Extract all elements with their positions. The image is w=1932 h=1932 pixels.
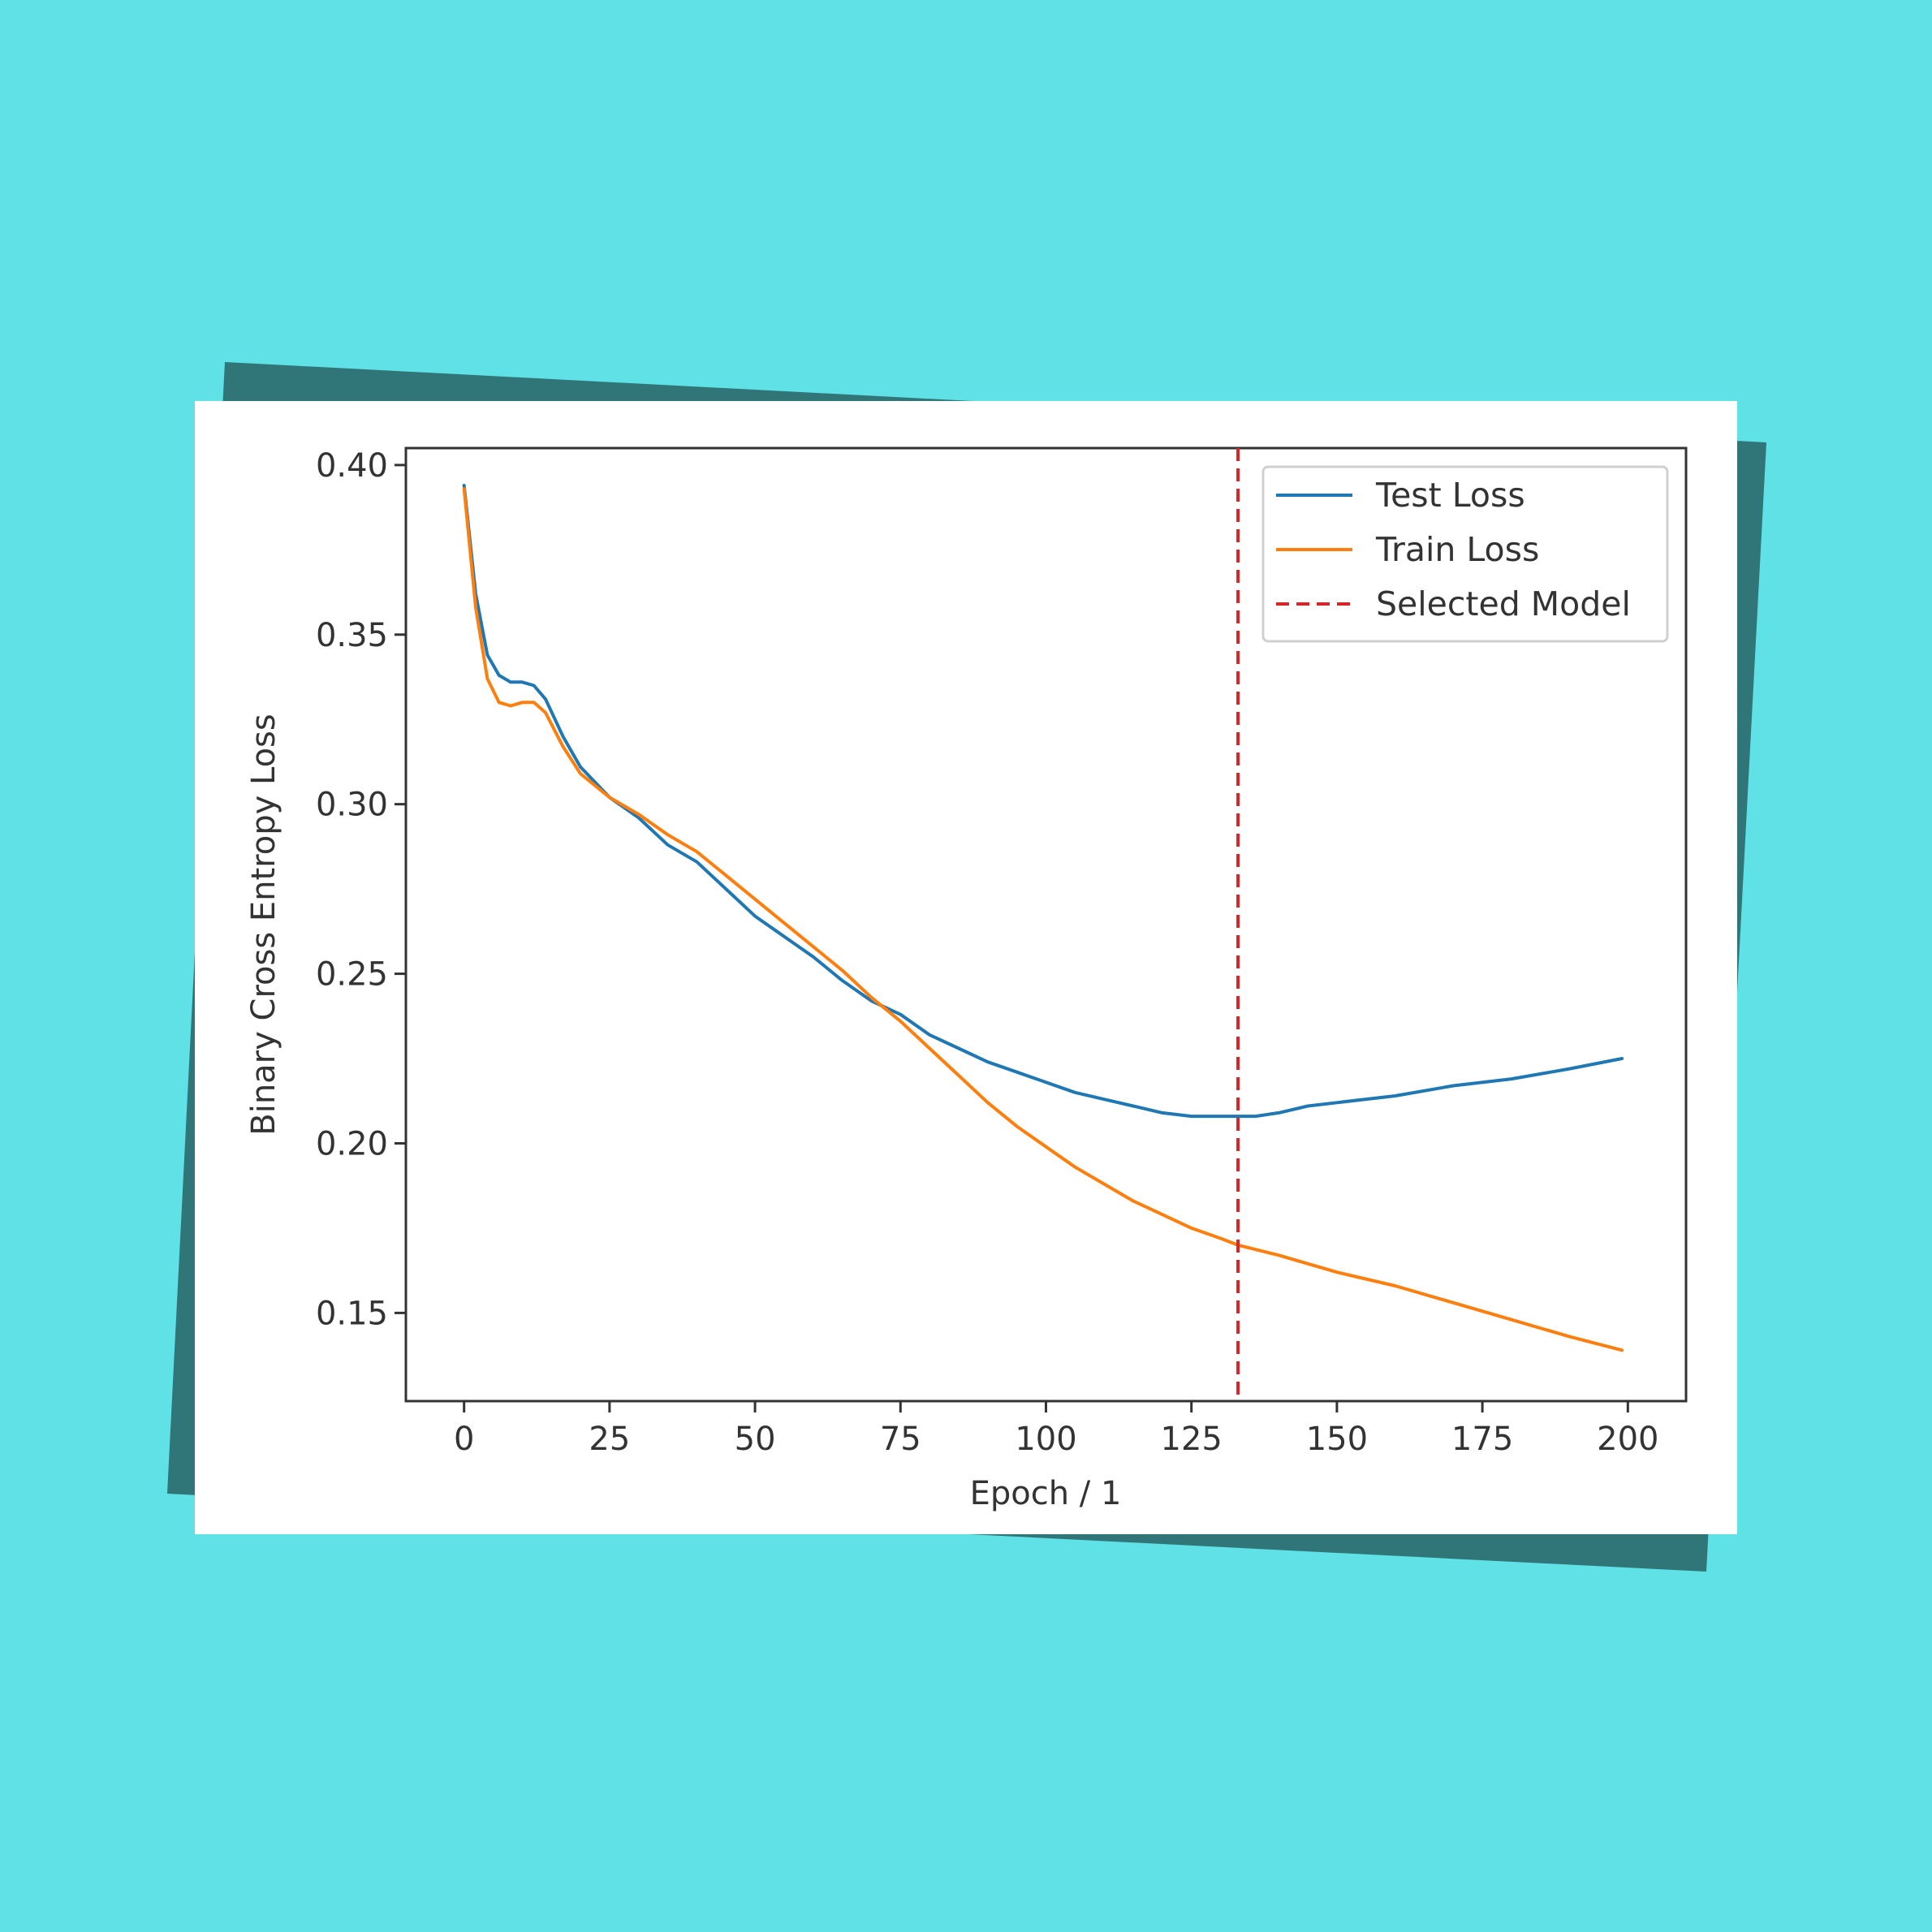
x-tick-label: 200 (1597, 1421, 1658, 1458)
y-axis: 0.15 0.20 0.25 0.30 0.35 0.40 (316, 447, 406, 1332)
legend-label-test-loss: Test Loss (1375, 476, 1525, 515)
series-line-test-loss (462, 484, 1624, 1119)
loss-chart: 0 25 50 75 100 125 150 175 200 0.150.200.250.300… (245, 446, 1688, 1512)
y-tick-label: 0.30 (316, 787, 388, 824)
x-tick-label: 150 (1306, 1421, 1368, 1458)
y-tick-label: 0.20 (316, 1125, 388, 1162)
x-tick-label: 25 (589, 1421, 630, 1458)
chart-card: 0 25 50 75 100 125 150 175 200 0.15 0.20 0.25 0.30 0… (195, 401, 1737, 1534)
x-tick-label: 50 (735, 1421, 776, 1458)
x-axis: 0 25 50 75 100 125 150 175 200 (454, 1401, 1658, 1458)
x-tick-label: 175 (1451, 1421, 1513, 1458)
x-tick-label: 125 (1161, 1421, 1223, 1458)
legend-label-train-loss: Train Loss (1375, 530, 1539, 569)
series-line-train-loss (462, 487, 1624, 1352)
x-tick-label: 0 (454, 1421, 474, 1458)
y-tick-label: 0.15 (316, 1295, 388, 1332)
x-tick-label: 100 (1015, 1421, 1076, 1458)
legend-box (1261, 465, 1669, 643)
y-tick-label: 0.35 (316, 617, 388, 654)
y-tick-label: 0.25 (316, 956, 388, 994)
x-tick-label: 75 (880, 1421, 921, 1458)
series-layer (462, 484, 1624, 1352)
x-axis-label: Epoch / 1 (970, 1475, 1122, 1512)
y-axis-label: Binary Cross Entropy Loss (245, 714, 282, 1135)
y-tick-label: 0.40 (316, 447, 388, 485)
legend-label-selected-model: Selected Model (1376, 584, 1631, 623)
legend: Test Loss Train Loss Selected Model (1261, 465, 1669, 643)
